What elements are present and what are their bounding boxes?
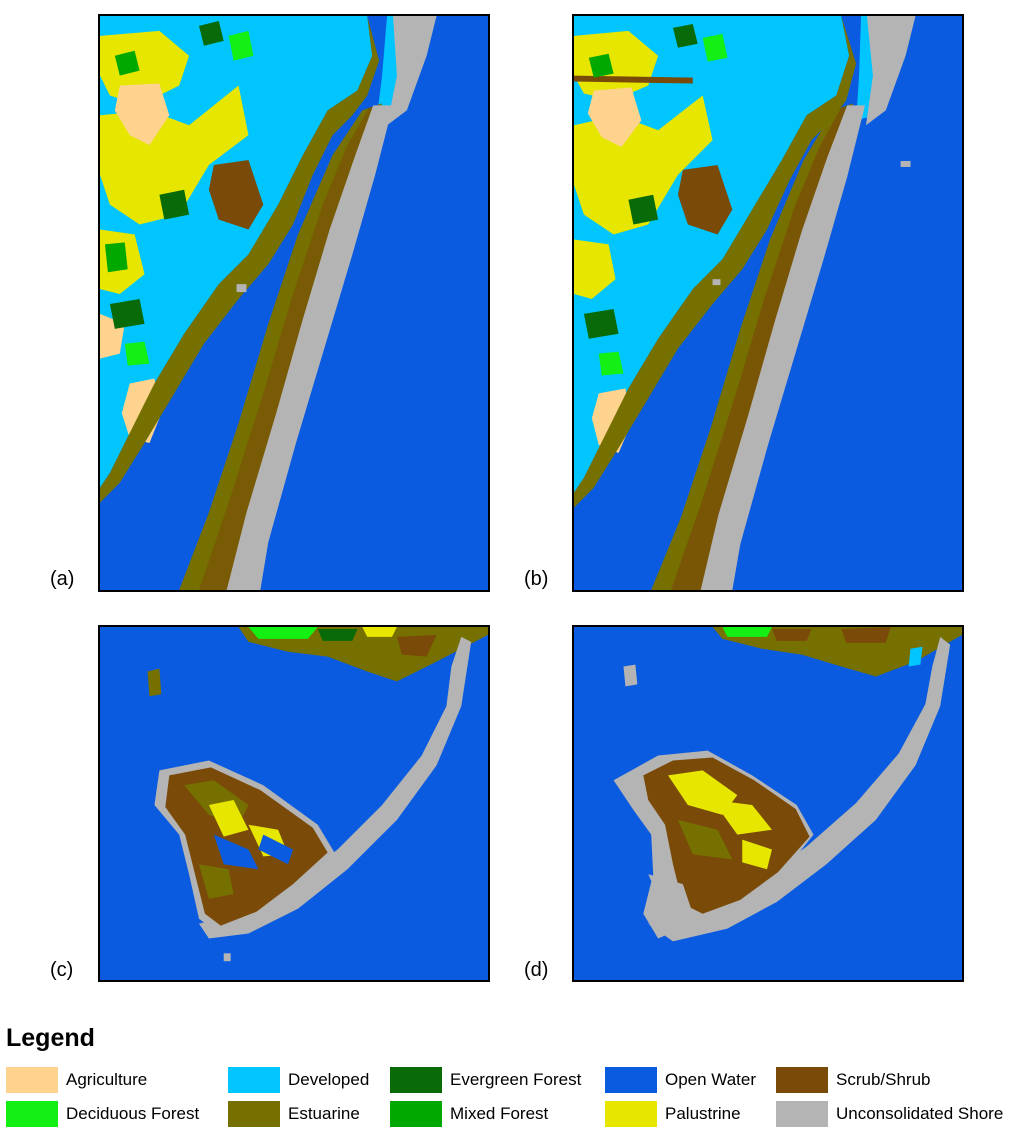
- map-panel-d: [572, 625, 964, 982]
- legend-swatch-scrub-shrub: [776, 1067, 828, 1093]
- legend-swatch-mixed-forest: [390, 1101, 442, 1127]
- legend-swatch-evergreen-forest: [390, 1067, 442, 1093]
- legend-swatch-open-water: [605, 1067, 657, 1093]
- legend-label-estuarine: Estuarine: [288, 1104, 360, 1123]
- legend-label-open-water: Open Water: [665, 1070, 757, 1089]
- legend-swatch-developed: [228, 1067, 280, 1093]
- land-cover-map-d: [574, 627, 962, 980]
- legend-swatch-agriculture: [6, 1067, 58, 1093]
- panel-label-d: (d): [524, 959, 549, 981]
- panel-label-a: (a): [50, 568, 75, 590]
- legend-label-palustrine: Palustrine: [665, 1104, 741, 1123]
- land-cover-map-b: [574, 16, 962, 590]
- map-panel-c: [98, 625, 490, 982]
- legend-label-agriculture: Agriculture: [66, 1070, 148, 1089]
- legend-swatch-estuarine: [228, 1101, 280, 1127]
- panel-label-b: (b): [524, 568, 549, 590]
- map-panel-a: [98, 14, 490, 592]
- legend-swatch-unconsolidated-shore: [776, 1101, 828, 1127]
- legend-label-mixed-forest: Mixed Forest: [450, 1104, 549, 1123]
- legend-swatch-palustrine: [605, 1101, 657, 1127]
- legend-label-unconsolidated-shore: Unconsolidated Shore: [836, 1104, 1004, 1123]
- legend-swatch-deciduous-forest: [6, 1101, 58, 1127]
- legend-title: Legend: [6, 1024, 95, 1052]
- legend-label-deciduous-forest: Deciduous Forest: [66, 1104, 200, 1123]
- land-cover-map-c: [100, 627, 488, 980]
- map-panel-b: [572, 14, 964, 592]
- legend-label-developed: Developed: [288, 1070, 370, 1089]
- land-cover-map-a: [100, 16, 488, 590]
- legend-label-scrub-shrub: Scrub/Shrub: [836, 1070, 931, 1089]
- legend-label-evergreen-forest: Evergreen Forest: [450, 1070, 582, 1089]
- panel-label-c: (c): [50, 959, 74, 981]
